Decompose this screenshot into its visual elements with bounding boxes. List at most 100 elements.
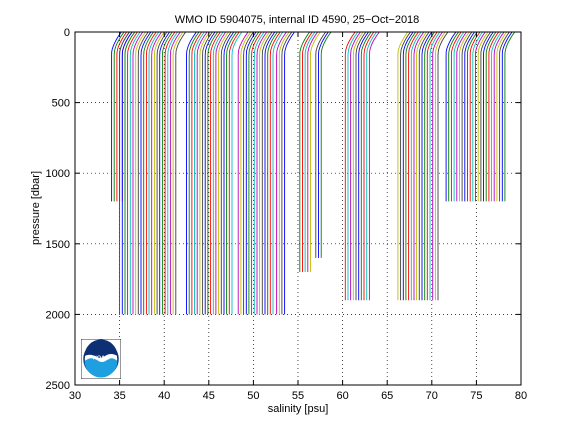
salinity-profile-line: [426, 31, 438, 301]
salinity-profile-line: [167, 31, 178, 315]
salinity-profile-line: [480, 31, 492, 202]
salinity-profile-line: [145, 31, 157, 315]
salinity-profile-line: [408, 31, 419, 301]
salinity-profile-line: [483, 31, 494, 202]
x-tick-label: 35: [113, 390, 125, 402]
salinity-profile-line: [355, 31, 367, 301]
salinity-profile-line: [129, 31, 141, 315]
y-tick-labels: 0 500 1000 1500 2000 2500: [46, 27, 70, 392]
salinity-profile-line: [448, 31, 459, 202]
salinity-profile-line: [226, 31, 237, 315]
salinity-profile-line: [504, 31, 516, 202]
noaa-gull-icon: [84, 339, 118, 358]
salinity-profile-line: [284, 31, 295, 315]
y-tick-label: 500: [52, 98, 70, 110]
salinity-profile-line: [251, 31, 262, 315]
x-tick-label: 80: [515, 390, 527, 402]
salinity-profile-line: [491, 31, 502, 202]
salinity-profile-line: [413, 31, 425, 301]
salinity-profile-line: [315, 31, 327, 258]
noaa-logo: NOAA: [81, 339, 121, 379]
salinity-profile-line: [453, 31, 465, 202]
salinity-profile-line: [159, 31, 170, 315]
salinity-profile-line: [212, 31, 224, 315]
x-tick-label: 60: [336, 390, 348, 402]
salinity-profile-line: [113, 31, 125, 202]
salinity-profile-line: [148, 31, 160, 315]
salinity-profile-line: [310, 31, 321, 272]
x-tick-label: 50: [247, 390, 259, 402]
salinity-profile-line: [445, 31, 457, 202]
salinity-profile-line: [169, 31, 181, 315]
salinity-profile-line: [304, 31, 316, 272]
x-tick-label: 30: [69, 390, 81, 402]
axis-ticks: [74, 31, 522, 386]
salinity-profile-line: [267, 31, 278, 315]
y-tick-label: 2500: [46, 380, 70, 392]
salinity-profile-line: [501, 31, 513, 202]
salinity-profile-line: [352, 31, 364, 301]
salinity-profile-line: [344, 31, 356, 301]
salinity-profile-line: [161, 31, 173, 315]
salinity-profile-line: [220, 31, 232, 315]
salinity-profile-line: [245, 31, 257, 315]
salinity-profile-line: [459, 31, 470, 202]
salinity-profile-line: [434, 31, 446, 301]
salinity-profile-line: [194, 31, 205, 315]
salinity-profile-line: [347, 31, 359, 301]
salinity-profile-line: [281, 31, 293, 315]
salinity-profile-line: [464, 31, 475, 202]
salinity-profile-line: [269, 31, 281, 315]
salinity-profile-line: [156, 31, 168, 315]
salinity-profile-line: [429, 31, 441, 301]
x-tick-label: 70: [426, 390, 438, 402]
y-axis-label: pressure [dbar]: [30, 171, 42, 245]
salinity-profile-line: [320, 31, 332, 258]
y-tick-label: 2000: [46, 309, 70, 321]
y-tick-label: 0: [64, 27, 70, 39]
x-tick-labels: 30 35 40 45 50 55 60 65 70 75 80: [69, 390, 527, 402]
salinity-profile-line: [499, 31, 510, 202]
x-tick-label: 55: [292, 390, 304, 402]
salinity-profile-line: [397, 31, 409, 301]
salinity-profile-line: [467, 31, 478, 202]
salinity-profile-line: [350, 31, 361, 301]
salinity-profile-line: [368, 31, 380, 301]
salinity-profile-line: [248, 31, 260, 315]
salinity-profile-line: [402, 31, 414, 301]
salinity-profile-line: [204, 31, 216, 315]
salinity-profile-line: [253, 31, 265, 315]
salinity-profile-line: [164, 31, 176, 315]
salinity-profile-line: [124, 31, 136, 315]
salinity-profile-line: [485, 31, 497, 202]
salinity-profile-line: [424, 31, 435, 301]
salinity-profile-line: [207, 31, 219, 315]
salinity-profile-line: [215, 31, 227, 315]
salinity-profile-line: [196, 31, 208, 315]
salinity-profile-line: [153, 31, 165, 315]
salinity-profile-line: [475, 31, 486, 202]
salinity-profile-line: [210, 31, 221, 315]
salinity-profile-line: [437, 31, 449, 301]
salinity-profiles: [111, 31, 516, 315]
salinity-profile-line: [299, 31, 310, 272]
salinity-profile-line: [421, 31, 433, 301]
salinity-profile-line: [410, 31, 422, 301]
salinity-profile-line: [272, 31, 284, 315]
salinity-profile-line: [493, 31, 505, 202]
y-tick-label: 1000: [46, 168, 70, 180]
salinity-profile-line: [418, 31, 430, 301]
salinity-profile-line: [175, 31, 186, 315]
salinity-profile-line: [261, 31, 273, 315]
salinity-profile-line: [461, 31, 473, 202]
salinity-profile-line: [228, 31, 240, 315]
salinity-profile-line: [199, 31, 211, 315]
salinity-profile-line: [151, 31, 162, 315]
salinity-profile-line: [496, 31, 508, 202]
y-tick-label: 1500: [46, 239, 70, 251]
salinity-profile-line: [111, 31, 122, 202]
salinity-profile-line: [132, 31, 144, 315]
x-axis-label: salinity [psu]: [268, 403, 329, 415]
salinity-profile-line: [450, 31, 462, 202]
noaa-wave-icon: [84, 358, 118, 378]
